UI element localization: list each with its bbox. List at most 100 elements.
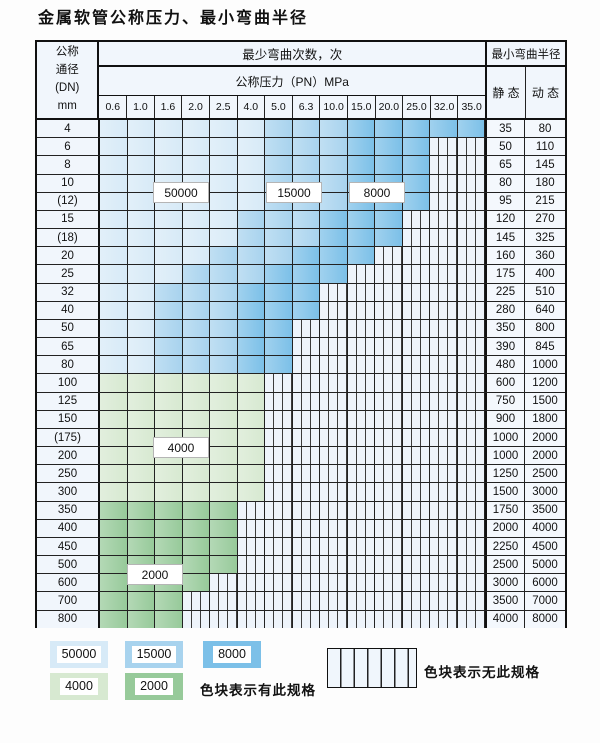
pressure-tick: 1.0 <box>127 96 155 118</box>
spec-cell <box>210 410 238 428</box>
spec-cell <box>402 356 430 374</box>
spec-cell <box>265 501 293 519</box>
legend-swatch-label: 50000 <box>56 646 102 663</box>
pressure-tick: 35.0 <box>461 101 482 113</box>
spec-cell <box>182 374 210 392</box>
dynamic-cell: 1800 <box>525 410 565 428</box>
spec-cell <box>457 174 485 192</box>
dn-cell: 400 <box>37 519 100 537</box>
legend-swatch-8000: 8000 <box>203 641 261 668</box>
legend-swatch-4000: 4000 <box>50 673 108 700</box>
spec-cell <box>320 556 348 574</box>
spec-cell <box>182 301 210 319</box>
spec-cell <box>457 301 485 319</box>
spec-cell <box>292 338 320 356</box>
radius-header-block: 最小弯曲半径 静 态 动 态 <box>485 42 565 118</box>
spec-cell <box>210 465 238 483</box>
spec-cell <box>375 592 403 610</box>
spec-cell <box>430 501 458 519</box>
static-cell: 600 <box>485 374 525 392</box>
spec-cell <box>402 174 430 192</box>
dn-cell: 40 <box>37 301 100 319</box>
spec-cell <box>265 537 293 556</box>
spec-cell <box>155 247 183 265</box>
spec-cell <box>127 410 155 428</box>
legend-swatch-2000: 2000 <box>125 673 183 700</box>
spec-cell <box>430 192 458 210</box>
spec-cell <box>402 138 430 156</box>
spec-cell <box>265 410 293 428</box>
spec-cell <box>265 556 293 574</box>
spec-cell <box>320 483 348 501</box>
pressure-tick: 10.0 <box>320 96 348 118</box>
spec-cell <box>237 483 265 501</box>
spec-cell <box>265 229 293 247</box>
spec-cell <box>430 574 458 592</box>
dynamic-cell: 1500 <box>525 392 565 410</box>
spec-cell <box>265 356 293 374</box>
spec-cell <box>155 519 183 537</box>
static-cell: 35 <box>485 120 525 138</box>
spec-cell <box>457 156 485 174</box>
spec-cell <box>292 301 320 319</box>
spec-cell <box>320 574 348 592</box>
spec-cell <box>402 301 430 319</box>
static-cell: 4000 <box>485 610 525 628</box>
spec-cell <box>430 556 458 574</box>
spec-cell <box>210 501 238 519</box>
spec-cell <box>155 356 183 374</box>
spec-cell <box>375 138 403 156</box>
spec-cell <box>320 265 348 283</box>
spec-cell <box>457 556 485 574</box>
spec-cell <box>402 610 430 628</box>
spec-cell <box>375 465 403 483</box>
static-cell: 120 <box>485 210 525 229</box>
dynamic-cell: 1000 <box>525 356 565 374</box>
legend-no-spec-note: 色块表示无此规格 <box>424 665 540 680</box>
spec-cell <box>430 301 458 319</box>
spec-cell <box>237 138 265 156</box>
spec-cell <box>265 465 293 483</box>
spec-cell <box>292 483 320 501</box>
spec-cell <box>237 447 265 465</box>
spec-cell <box>265 265 293 283</box>
spec-cell <box>100 392 128 410</box>
legend-has-spec-note: 色块表示有此规格 <box>200 683 316 698</box>
table-row: 300 1500 3000 <box>37 483 565 502</box>
spec-cell <box>292 356 320 374</box>
spec-cell <box>402 447 430 465</box>
spec-cell <box>375 210 403 229</box>
static-cell: 2250 <box>485 537 525 556</box>
spec-cell <box>375 301 403 319</box>
spec-cell <box>375 283 403 301</box>
spec-cell <box>320 229 348 247</box>
spec-cell <box>210 174 238 192</box>
static-cell: 750 <box>485 392 525 410</box>
spec-cell <box>210 392 238 410</box>
static-cell: 1500 <box>485 483 525 501</box>
dn-cell: (175) <box>37 428 100 447</box>
spec-cell <box>347 519 375 537</box>
dn-cell: 700 <box>37 592 100 610</box>
spec-cell <box>292 138 320 156</box>
spec-cell <box>375 319 403 338</box>
spec-cell <box>237 428 265 447</box>
cycle-label-50000: 50000 <box>153 182 209 203</box>
table-row: 6 50 110 <box>37 138 565 157</box>
spec-cell <box>127 483 155 501</box>
spec-cell <box>237 283 265 301</box>
spec-cell <box>292 447 320 465</box>
spec-cell <box>347 247 375 265</box>
table-row: 350 1750 3500 <box>37 501 565 520</box>
spec-cell <box>100 574 128 592</box>
dynamic-cell: 360 <box>525 247 565 265</box>
spec-cell <box>265 610 293 628</box>
spec-cell <box>347 319 375 338</box>
table-row: 600 3000 6000 <box>37 574 565 593</box>
spec-cell <box>375 120 403 138</box>
spec-cell <box>347 501 375 519</box>
table-row: 150 900 1800 <box>37 410 565 429</box>
spec-cell <box>347 356 375 374</box>
spec-cell <box>210 537 238 556</box>
spec-cell <box>457 465 485 483</box>
